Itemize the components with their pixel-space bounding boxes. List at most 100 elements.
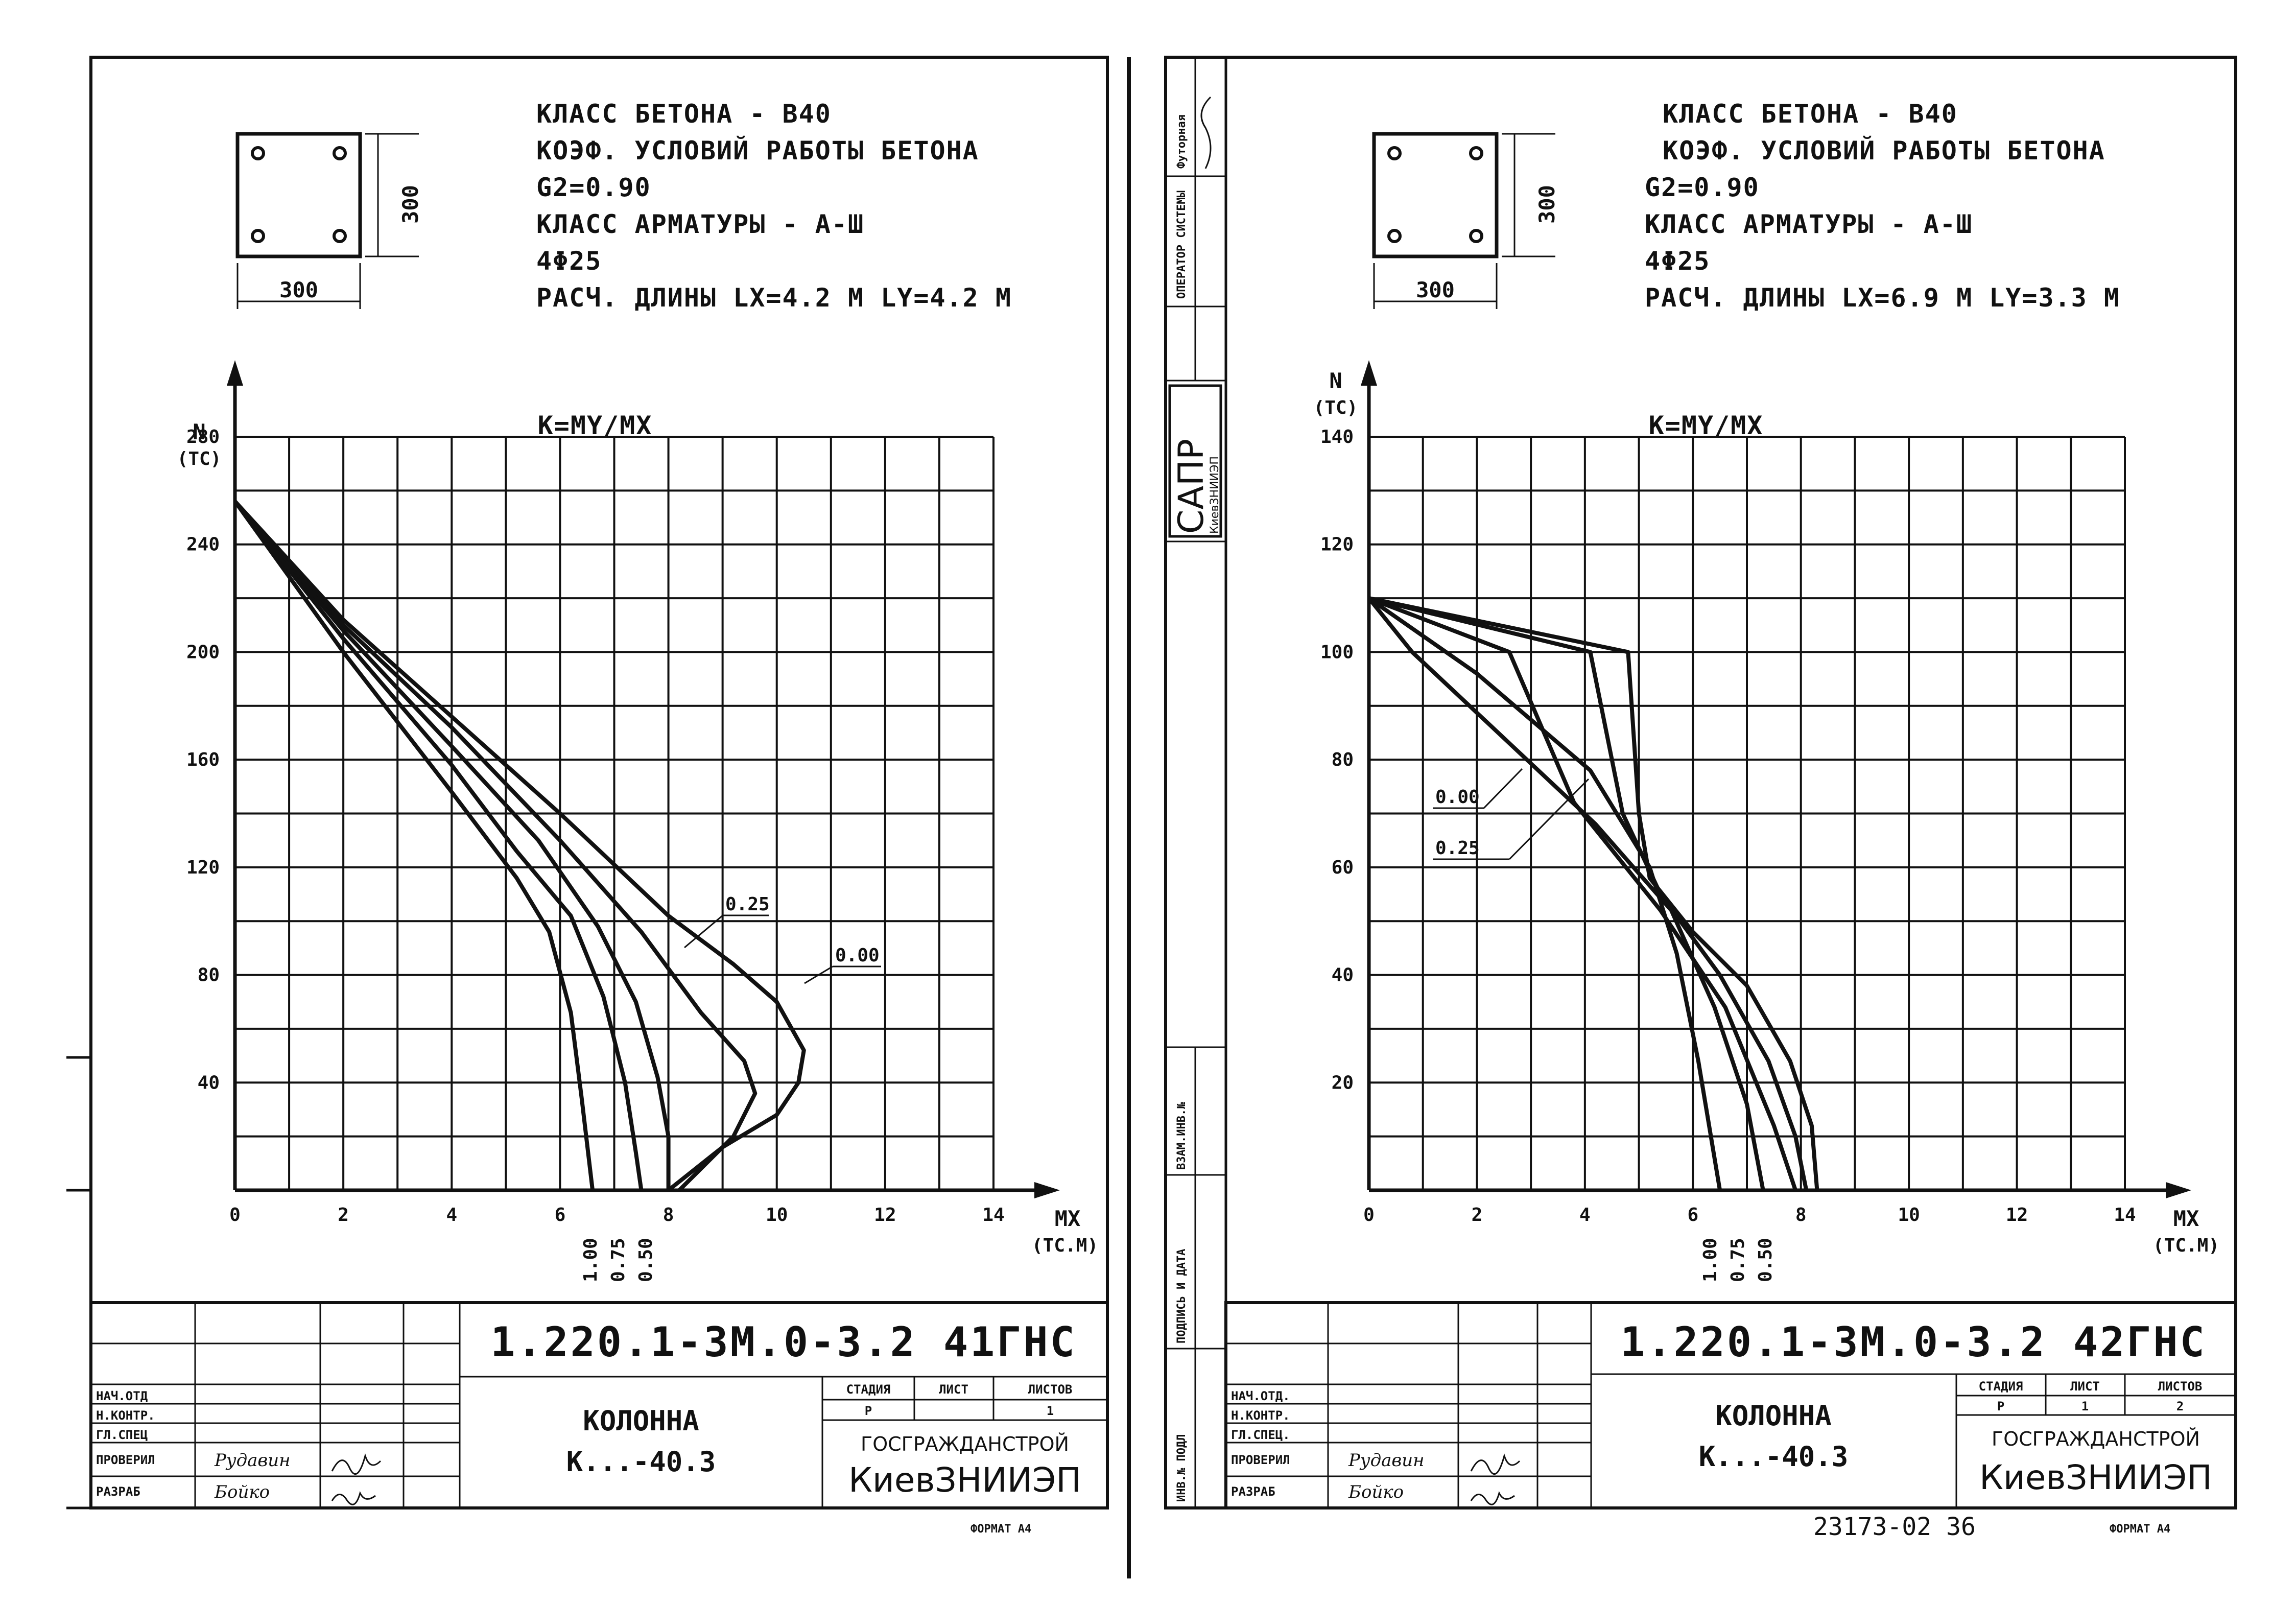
header2-line-6: РАСЧ. ДЛИНЫ LX=6.9 M LY=3.3 M bbox=[1645, 283, 2120, 313]
y-tick-label: 100 bbox=[1320, 642, 1354, 663]
role-1-0: НАЧ.ОТД bbox=[96, 1389, 148, 1403]
title-block-2: 1.220.1-3М.0-3.2 42ГНС КОЛОННА К...-40.3… bbox=[1224, 1301, 2237, 1509]
role-2-1: Н.КОНТР. bbox=[1231, 1408, 1290, 1423]
x-tick-label: 8 bbox=[1795, 1205, 1807, 1225]
y-tick-label: 40 bbox=[198, 1072, 220, 1093]
sheets-value-2: 2 bbox=[2176, 1399, 2184, 1413]
x-tick-label: 2 bbox=[338, 1205, 349, 1225]
sheet-1: 300 300 КЛАСС БЕТОНА - В40 КОЭФ. УСЛОВИЙ… bbox=[66, 56, 1131, 1578]
y-tick-label: 60 bbox=[1332, 857, 1354, 878]
x-tick-label: 10 bbox=[1898, 1205, 1920, 1225]
header-1: КЛАСС БЕТОНА - В40 КОЭФ. УСЛОВИЙ РАБОТЫ … bbox=[536, 99, 1011, 313]
x-tick-label: 4 bbox=[446, 1205, 457, 1225]
col-sheet-2: ЛИСТ bbox=[2070, 1379, 2100, 1394]
x-tick-label: 2 bbox=[1472, 1205, 1483, 1225]
side-sapr: САПР bbox=[1171, 439, 1212, 534]
x-tick-label: 0 bbox=[229, 1205, 241, 1225]
chart-1-bottom-label-1.00: 1.00 bbox=[580, 1238, 601, 1282]
chart-2-x-label: MX bbox=[2173, 1206, 2199, 1231]
x-tick-label: 14 bbox=[2114, 1205, 2136, 1225]
signature-1-a bbox=[331, 1453, 382, 1475]
org-brand-1: КиевЗНИИЭП bbox=[848, 1460, 1081, 1500]
title-mark-2: К...-40.3 bbox=[1699, 1441, 1849, 1473]
header2-line-1: КЛАСС БЕТОНА - В40 bbox=[1663, 99, 1958, 129]
side-sapr-sub: КиевЗНИИЭП bbox=[1209, 456, 1221, 534]
x-tick-label: 10 bbox=[766, 1205, 788, 1225]
role-2-2: ГЛ.СПЕЦ. bbox=[1231, 1428, 1290, 1442]
y-tick-label: 80 bbox=[1332, 749, 1354, 770]
y-tick-label: 280 bbox=[186, 427, 220, 447]
org-brand-2: КиевЗНИИЭП bbox=[1979, 1458, 2212, 1497]
header-line-2: КОЭФ. УСЛОВИЙ РАБОТЫ БЕТОНА bbox=[536, 135, 979, 166]
sheet-value-2: 1 bbox=[2081, 1399, 2089, 1413]
signer-name-2-3: Рудавин bbox=[1348, 1450, 1425, 1471]
x-tick-label: 12 bbox=[2006, 1205, 2028, 1225]
chart-1-bottom-label-0.75: 0.75 bbox=[608, 1238, 629, 1282]
header2-line-5: 4Φ25 bbox=[1645, 246, 1710, 276]
series-line-0.25 bbox=[233, 500, 758, 1192]
chart-2-k-label: K=MY/MX bbox=[1649, 411, 1764, 440]
signer-name-1-3: Рудавин bbox=[214, 1450, 291, 1471]
signature-2-b bbox=[1470, 1491, 1515, 1505]
series-line-0.00 bbox=[233, 500, 806, 1192]
header-line-1: КЛАСС БЕТОНА - В40 bbox=[536, 99, 832, 129]
chart-2: N (ТС) K=MY/MX MX (ТС.М) 0 2 4 6 8 10 12 14 20 40… bbox=[1314, 360, 2219, 1256]
header-line-5: 4Φ25 bbox=[536, 246, 602, 276]
side-vzam: ВЗАМ.ИНВ.№ bbox=[1175, 1102, 1188, 1170]
chart-2-y-unit: (ТС) bbox=[1314, 397, 1358, 418]
chart-2-bottom-label-0.50: 0.50 bbox=[1755, 1238, 1776, 1282]
side-inv: ИНВ.№ ПОДЛ bbox=[1175, 1434, 1188, 1502]
role-2-4: РАЗРАБ bbox=[1231, 1484, 1275, 1499]
role-2-3: ПРОВЕРИЛ bbox=[1231, 1453, 1290, 1467]
section-sketch-2: 300 300 bbox=[1372, 132, 1559, 309]
col-stage-1: СТАДИЯ bbox=[846, 1382, 891, 1397]
header-2: КЛАСС БЕТОНА - В40 КОЭФ. УСЛОВИЙ РАБОТЫ … bbox=[1645, 99, 2120, 313]
signature-2-a bbox=[1470, 1453, 1521, 1475]
chart-2-grid bbox=[1368, 436, 2126, 1191]
signer-name-2-4: Бойко bbox=[1348, 1482, 1404, 1502]
chart-1-x-unit: (ТС.М) bbox=[1032, 1235, 1098, 1256]
role-1-4: РАЗРАБ bbox=[96, 1484, 140, 1499]
doc-number: 23173-02 36 bbox=[1813, 1513, 1976, 1541]
header-line-4: КЛАСС АРМАТУРЫ - А-Ш bbox=[536, 209, 864, 239]
title-mark-1: К...-40.3 bbox=[566, 1446, 716, 1478]
org-name-1: ГОСГРАЖДАНСТРОЙ bbox=[861, 1433, 1069, 1455]
title-code-1: 1.220.1-3М.0-3.2 41ГНС bbox=[490, 1318, 1077, 1366]
header2-line-2: КОЭФ. УСЛОВИЙ РАБОТЫ БЕТОНА bbox=[1663, 135, 2105, 166]
signature-1-b bbox=[331, 1491, 376, 1505]
y-tick-label: 80 bbox=[198, 965, 220, 986]
y-tick-label: 200 bbox=[186, 642, 220, 663]
title-code-2: 1.220.1-3М.0-3.2 42ГНС bbox=[1620, 1318, 2207, 1366]
chart-1-curve-label-0.25: 0.25 bbox=[725, 894, 770, 915]
format-label-1: ФОРМАТ А4 bbox=[971, 1523, 1031, 1536]
col-sheets-2: ЛИСТОВ bbox=[2158, 1379, 2203, 1394]
x-tick-label: 0 bbox=[1363, 1205, 1375, 1225]
side-podpis: ПОДПИСЬ И ДАТА bbox=[1175, 1249, 1188, 1343]
section-height-label: 300 bbox=[398, 185, 423, 224]
chart-2-y-label: N bbox=[1329, 368, 1342, 393]
series-line-1.00 bbox=[1367, 596, 1722, 1191]
series-line-0.50 bbox=[233, 500, 671, 1190]
x-tick-label: 14 bbox=[982, 1205, 1004, 1225]
y-axis-arrow bbox=[1361, 360, 1377, 386]
col-sheets-1: ЛИСТОВ bbox=[1028, 1382, 1073, 1397]
chart-2-bottom-label-1.00: 1.00 bbox=[1700, 1238, 1721, 1282]
x-tick-label: 6 bbox=[1687, 1205, 1698, 1225]
chart-2-bottom-labels: 1.00 0.75 0.50 bbox=[1700, 1238, 1776, 1282]
series-line-0.25 bbox=[1368, 596, 1809, 1191]
title-name-1: КОЛОННА bbox=[583, 1405, 699, 1437]
series-line-1.00 bbox=[233, 500, 595, 1191]
chart-1-bottom-label-0.50: 0.50 bbox=[635, 1238, 656, 1282]
x-axis-arrow bbox=[2166, 1182, 2191, 1198]
stage-value-1: Р bbox=[865, 1404, 872, 1418]
org-name-2: ГОСГРАЖДАНСТРОЙ bbox=[1992, 1428, 2200, 1450]
col-sheet-1: ЛИСТ bbox=[939, 1382, 968, 1397]
stage-value-2: Р bbox=[1997, 1399, 2004, 1413]
x-axis-arrow bbox=[1034, 1182, 1060, 1198]
y-tick-label: 160 bbox=[186, 749, 220, 770]
signer-name-1-4: Бойко bbox=[214, 1482, 270, 1502]
x-tick-label: 6 bbox=[555, 1205, 566, 1225]
y-tick-label: 40 bbox=[1332, 965, 1354, 986]
side-cell-2: ОПЕРАТОР СИСТЕМЫ bbox=[1175, 191, 1188, 299]
